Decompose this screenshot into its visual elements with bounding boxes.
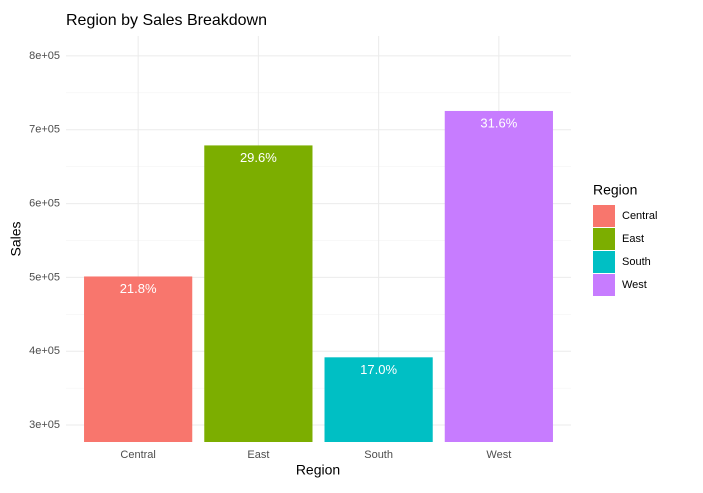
x-tick-label: East <box>247 449 269 461</box>
legend-key <box>593 251 615 273</box>
y-tick-label: 7e+05 <box>29 124 60 136</box>
bar-label: 31.6% <box>480 115 517 130</box>
chart-title: Region by Sales Breakdown <box>66 12 267 29</box>
bar-label: 21.8% <box>120 281 157 296</box>
bar <box>84 276 193 442</box>
y-tick-label: 5e+05 <box>29 271 60 283</box>
y-tick-label: 4e+05 <box>29 345 60 357</box>
legend-label: South <box>622 256 651 268</box>
legend-key <box>593 205 615 227</box>
legend-key <box>593 274 615 296</box>
legend-title: Region <box>593 182 637 198</box>
x-tick-label: South <box>364 449 393 461</box>
bar <box>444 110 553 443</box>
y-tick-label: 6e+05 <box>29 197 60 209</box>
legend-label: West <box>622 279 647 291</box>
bar-label: 17.0% <box>360 362 397 377</box>
legend-key <box>593 228 615 250</box>
y-tick-label: 8e+05 <box>29 50 60 62</box>
x-tick-label: West <box>486 449 511 461</box>
y-axis-label: Sales <box>8 221 24 256</box>
bar-label: 29.6% <box>240 150 277 165</box>
legend-label: East <box>622 233 644 245</box>
x-tick-label: Central <box>120 449 155 461</box>
y-tick-label: 3e+05 <box>29 419 60 431</box>
bar <box>324 357 433 442</box>
bar <box>204 145 313 442</box>
legend-label: Central <box>622 210 657 222</box>
x-axis-label: Region <box>296 462 340 478</box>
